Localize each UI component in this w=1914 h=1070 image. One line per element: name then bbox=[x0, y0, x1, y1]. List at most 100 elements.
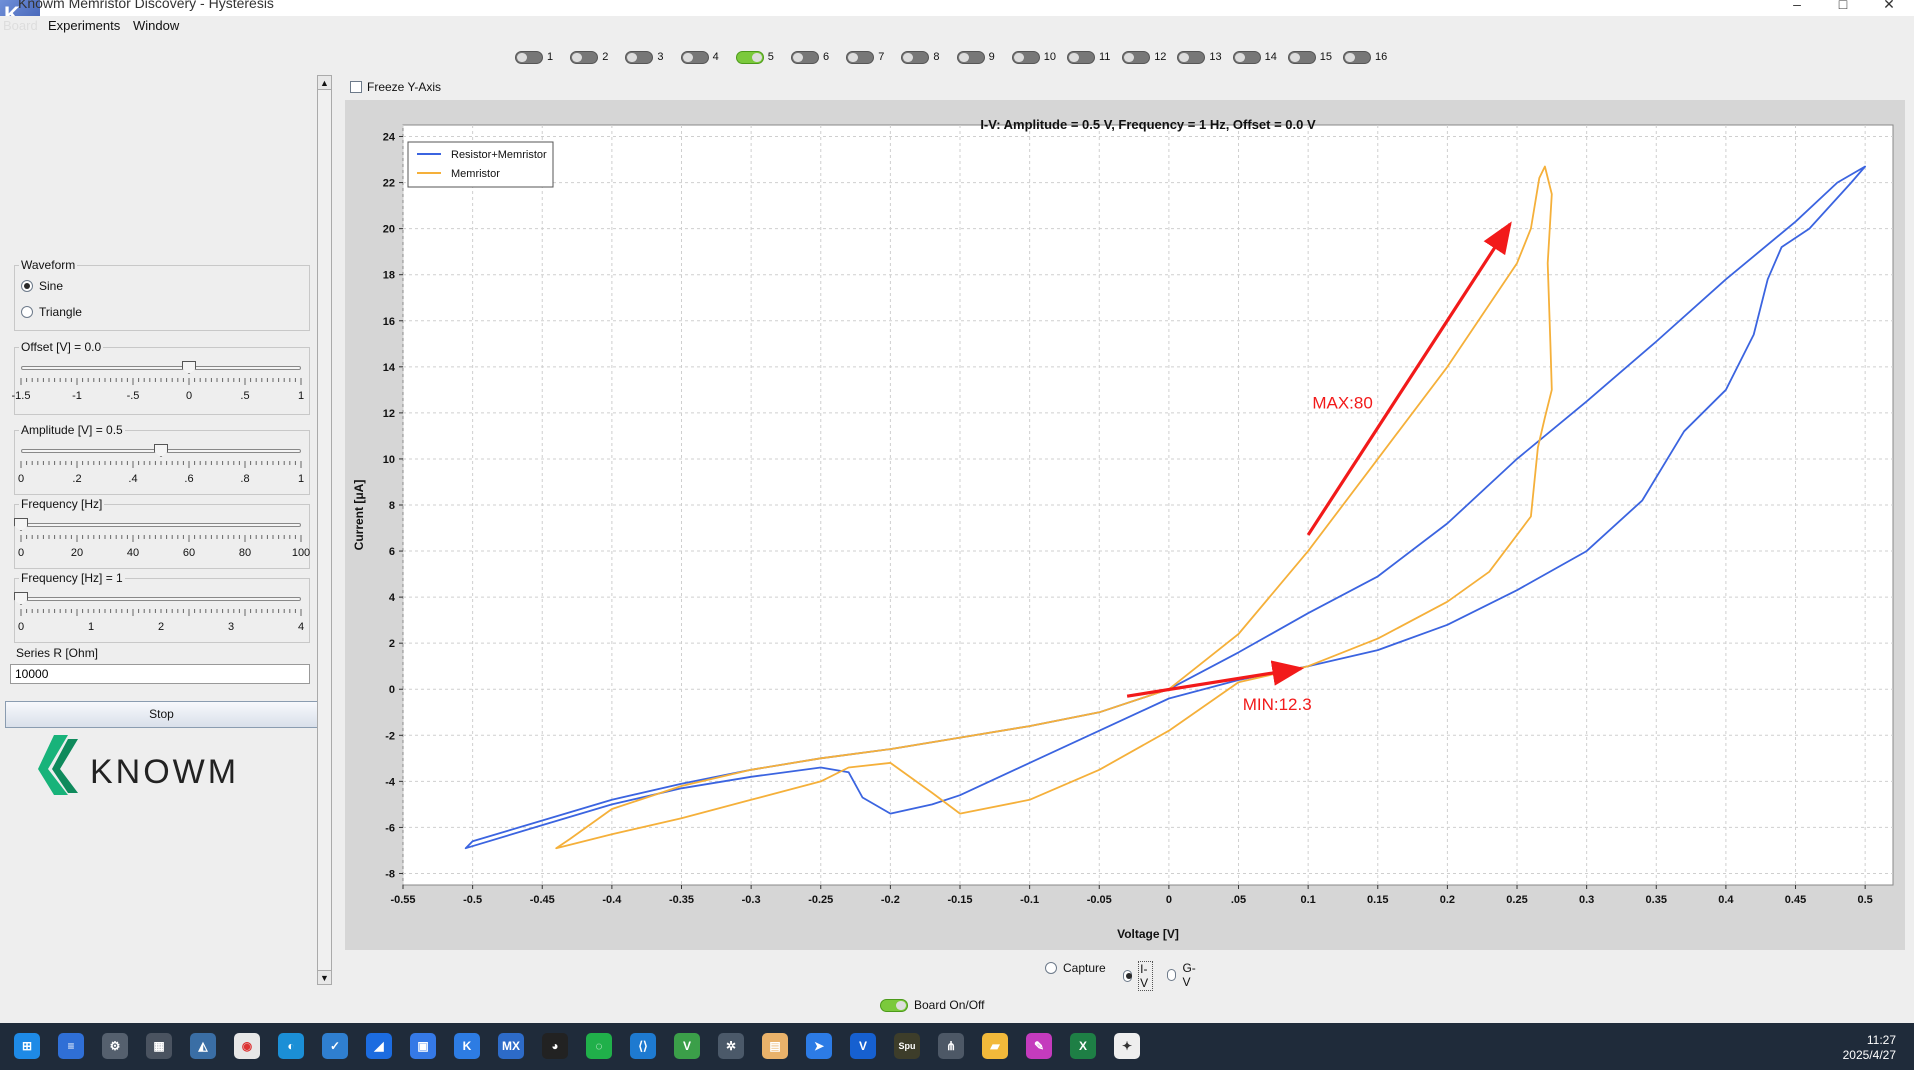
offset-group: Offset [V] = 0.0 -1.5 -1 -.5 0 .5 1 bbox=[12, 340, 310, 415]
image-viewer-icon[interactable]: ▣ bbox=[410, 1033, 436, 1059]
channel-toggle-6[interactable]: 6 bbox=[791, 48, 829, 66]
channel-toggle-11[interactable]: 11 bbox=[1067, 48, 1110, 66]
excel-icon[interactable]: X bbox=[1070, 1033, 1096, 1059]
y-tick-label: 14 bbox=[383, 362, 396, 374]
menu-board[interactable]: Board bbox=[3, 18, 38, 33]
v-app-icon[interactable]: V bbox=[850, 1033, 876, 1059]
x-tick-label: 0.4 bbox=[1718, 894, 1734, 906]
toggle-off-icon bbox=[1177, 50, 1206, 64]
channel-toggle-8[interactable]: 8 bbox=[901, 48, 940, 66]
board-on-off-toggle[interactable]: Board On/Off bbox=[880, 998, 984, 1012]
notepad-icon[interactable]: ≡ bbox=[58, 1033, 84, 1059]
stop-button[interactable]: Stop bbox=[5, 701, 318, 728]
frequency-tick-label: 2 bbox=[157, 621, 165, 633]
offset-slider-thumb[interactable] bbox=[182, 361, 196, 374]
channel-toggle-4[interactable]: 4 bbox=[680, 48, 719, 66]
start-menu-icon[interactable]: ⊞ bbox=[14, 1033, 40, 1059]
vertical-scrollbar[interactable]: ▲ ▼ bbox=[317, 75, 332, 985]
view-gv-radio[interactable]: G-V bbox=[1167, 961, 1198, 989]
legend-box bbox=[407, 141, 554, 188]
channel-toggle-3[interactable]: 3 bbox=[625, 48, 664, 66]
radio-unchecked-icon bbox=[1167, 969, 1177, 981]
menu-experiments[interactable]: Experiments bbox=[48, 18, 121, 33]
channel-toggle-1[interactable]: 1 bbox=[515, 48, 553, 66]
frequency-range-slider-thumb[interactable] bbox=[14, 518, 28, 531]
k-app-icon[interactable]: K bbox=[454, 1033, 480, 1059]
waveform-sine-radio[interactable]: Sine bbox=[21, 279, 63, 293]
scroll-up-icon[interactable]: ▲ bbox=[318, 76, 331, 90]
view-iv-radio[interactable]: I-V bbox=[1123, 961, 1153, 991]
file-explorer-icon[interactable]: ▰ bbox=[982, 1033, 1008, 1059]
waveform-group: Waveform Sine Triangle bbox=[14, 258, 310, 331]
channel-label: 2 bbox=[602, 51, 609, 63]
send-app-icon[interactable]: ➤ bbox=[806, 1033, 832, 1059]
tool-app-icon[interactable]: ✲ bbox=[718, 1033, 744, 1059]
menu-window[interactable]: Window bbox=[133, 18, 180, 33]
scroll-down-icon[interactable]: ▼ bbox=[318, 970, 331, 984]
offset-slider-track[interactable] bbox=[21, 366, 301, 370]
feishu-icon[interactable]: ◢ bbox=[366, 1033, 392, 1059]
frequency-slider-thumb[interactable] bbox=[14, 592, 28, 605]
vconsole-icon[interactable]: ✓ bbox=[322, 1033, 348, 1059]
channel-toggle-14[interactable]: 14 bbox=[1232, 48, 1277, 66]
channel-toggle-13[interactable]: 13 bbox=[1177, 48, 1222, 66]
freeze-y-axis-checkbox[interactable]: Freeze Y-Axis bbox=[350, 80, 441, 94]
mx-app-icon[interactable]: MX bbox=[498, 1033, 524, 1059]
x-tick-label: 0 bbox=[1166, 894, 1172, 906]
channel-toggle-9[interactable]: 9 bbox=[956, 48, 995, 66]
drawing-app-icon[interactable]: ✎ bbox=[1026, 1033, 1052, 1059]
channel-toggle-5[interactable]: 5 bbox=[735, 48, 774, 66]
waveform-triangle-label: Triangle bbox=[39, 305, 82, 319]
vscode-icon[interactable]: ⟨⟩ bbox=[630, 1033, 656, 1059]
channel-toggle-10[interactable]: 10 bbox=[1011, 48, 1056, 66]
channel-toggle-12[interactable]: 12 bbox=[1122, 48, 1166, 66]
spu-app-icon[interactable]: Spu bbox=[894, 1033, 920, 1059]
series-r-input[interactable] bbox=[10, 664, 310, 684]
legend-label-resistor-memristor: Resistor+Memristor bbox=[451, 149, 547, 161]
frequency-tick-label: 1 bbox=[87, 621, 95, 633]
frequency-tick-label: 4 bbox=[297, 621, 305, 633]
y-tick-label: 12 bbox=[383, 408, 395, 420]
maximize-button[interactable]: □ bbox=[1838, 0, 1848, 12]
notes-app-icon[interactable]: ▤ bbox=[762, 1033, 788, 1059]
toggle-off-icon bbox=[1343, 50, 1371, 64]
photos-icon[interactable]: ◭ bbox=[190, 1033, 216, 1059]
calculator-icon[interactable]: ▦ bbox=[146, 1033, 172, 1059]
waveform-triangle-radio[interactable]: Triangle bbox=[21, 305, 82, 319]
frequency-slider-track[interactable] bbox=[21, 597, 301, 601]
view-capture-radio[interactable]: Capture bbox=[1045, 961, 1106, 975]
chrome-icon[interactable]: ◉ bbox=[234, 1033, 260, 1059]
edge-icon[interactable]: ◐ bbox=[278, 1033, 304, 1059]
channel-toggle-2[interactable]: 2 bbox=[570, 48, 608, 66]
channel-toggle-15[interactable]: 15 bbox=[1287, 48, 1333, 66]
network-app-icon[interactable]: ⋔ bbox=[938, 1033, 964, 1059]
frequency-range-slider-track[interactable] bbox=[21, 523, 301, 527]
channel-label: 15 bbox=[1319, 51, 1333, 63]
clock-date: 2025/4/27 bbox=[1842, 1048, 1896, 1062]
x-tick-label: -0.15 bbox=[947, 894, 972, 906]
minimize-button[interactable]: – bbox=[1793, 0, 1801, 12]
checkbox-icon bbox=[350, 81, 362, 93]
channel-toggle-7[interactable]: 7 bbox=[846, 48, 884, 66]
annotation-label: MIN:12.3 bbox=[1243, 695, 1312, 714]
excel-like-icon[interactable]: V bbox=[674, 1033, 700, 1059]
memristor-app-icon[interactable]: ✦ bbox=[1114, 1033, 1140, 1059]
x-tick-label: -0.35 bbox=[669, 894, 694, 906]
channel-toggle-16[interactable]: 16 bbox=[1343, 48, 1387, 66]
offset-tick-label: -.5 bbox=[126, 390, 140, 402]
close-button[interactable]: ✕ bbox=[1883, 0, 1895, 12]
y-tick-label: -6 bbox=[385, 822, 395, 834]
y-tick-label: -2 bbox=[385, 730, 395, 742]
settings-icon[interactable]: ⚙ bbox=[102, 1033, 128, 1059]
amplitude-group: Amplitude [V] = 0.5 0 .2 .4 .6 .8 1 bbox=[14, 423, 310, 495]
y-tick-label: 20 bbox=[383, 224, 395, 236]
frequency-range-tick-label: 20 bbox=[70, 547, 84, 559]
system-clock: 11:27 2025/4/27 bbox=[1843, 1033, 1896, 1063]
qq-icon[interactable]: ◕ bbox=[542, 1033, 568, 1059]
wechat-icon[interactable]: ◌ bbox=[586, 1033, 612, 1059]
frequency-range-tick-label: 80 bbox=[238, 547, 252, 559]
frequency-title: Frequency [Hz] = 1 bbox=[19, 571, 125, 585]
amplitude-slider-thumb[interactable] bbox=[154, 444, 168, 457]
channel-label: 4 bbox=[712, 51, 719, 63]
x-tick-label: 0.3 bbox=[1579, 894, 1594, 906]
